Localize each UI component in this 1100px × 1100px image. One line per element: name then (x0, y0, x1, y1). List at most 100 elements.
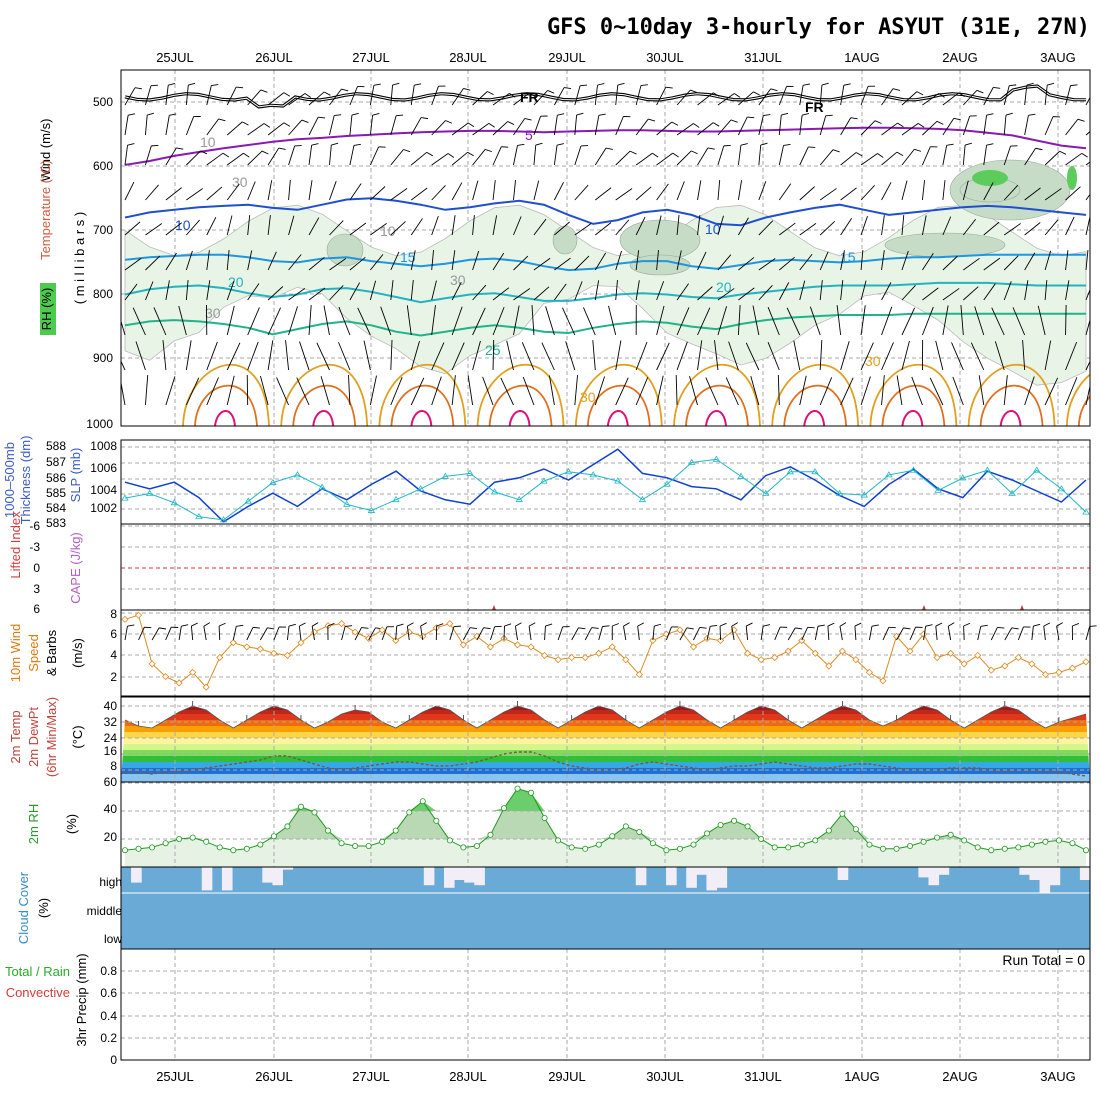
wind-barb (1037, 305, 1046, 336)
thickness-tick: 585 (46, 486, 66, 500)
wind-barb (779, 256, 795, 271)
wind-barb-flag (556, 143, 564, 146)
wind-barb (1003, 255, 1019, 271)
wind-barb (329, 181, 337, 201)
rh-point (135, 845, 142, 852)
cloud-high-gap (464, 867, 475, 883)
wind-barb (1044, 188, 1062, 201)
wind-barb (472, 91, 488, 106)
wind-barb (819, 251, 829, 271)
wind-barb (132, 307, 146, 336)
cloud-high-gap (423, 867, 435, 886)
temp-label: 2m Temp (8, 710, 23, 763)
cape-spike (922, 605, 926, 610)
rh-point (325, 827, 332, 834)
wind-barb (978, 375, 985, 406)
wind-speed-marker (486, 643, 495, 651)
wind-barb-flag (485, 149, 492, 153)
rh-point (609, 833, 616, 840)
wind-barb (273, 626, 280, 641)
wind-barb (665, 626, 672, 641)
wind-tick: 8 (110, 607, 117, 621)
wind-barb (799, 85, 804, 106)
wind-barb (226, 86, 237, 106)
wind-barb (635, 186, 652, 201)
isotherm-40-loop (606, 410, 629, 426)
wind-barb (963, 625, 965, 641)
wind-speed-marker (568, 653, 576, 662)
temp-color-band (121, 774, 1090, 782)
wind-barb (513, 216, 522, 236)
wind-barb-flag (1028, 113, 1036, 116)
thickness-marker (515, 495, 523, 503)
rh-point (812, 837, 819, 844)
wind-barb (185, 340, 192, 371)
temp-color-band (121, 714, 1090, 720)
wind-barb (232, 626, 237, 641)
wind-barb (554, 221, 570, 236)
wind-barb (329, 220, 344, 236)
thickness-tick: 587 (46, 455, 66, 469)
wind-barb (513, 118, 526, 136)
wind-barb (1085, 360, 1090, 371)
wind-barb (553, 87, 565, 106)
thickness-marker (490, 488, 499, 495)
wind-barb (679, 627, 688, 641)
wind-barb (349, 256, 366, 271)
wind-barb-flag (693, 123, 700, 128)
wind-barb (521, 342, 535, 371)
wind-barb (983, 115, 988, 136)
wind-barb (840, 341, 850, 371)
wind-barb-flag (617, 82, 625, 86)
wind-barb (145, 85, 152, 106)
wind-barb (745, 342, 760, 371)
wind-barb-flag (801, 113, 810, 116)
wind-barb (697, 286, 713, 301)
temp-color-band (121, 710, 1090, 714)
wind-barb (881, 122, 898, 136)
wind-barb (472, 307, 486, 336)
bottom-date-label: 26JUL (255, 1069, 293, 1084)
cloud-units-label: (%) (36, 898, 51, 918)
wind-barb (921, 215, 927, 236)
wind-barb (1044, 250, 1052, 271)
cloud-high-gap (444, 867, 455, 888)
wind-barb (410, 85, 415, 106)
wind-barb (714, 340, 719, 371)
wind-barb-flag (261, 150, 269, 155)
wind-speed-marker (1001, 662, 1009, 670)
wind-barb-flag (1005, 112, 1013, 116)
wind-barb (185, 250, 193, 271)
li-tick: 3 (33, 582, 40, 596)
wind-barb (574, 255, 590, 271)
wind-barb-flag (637, 622, 645, 627)
wind-barb-flag (483, 627, 491, 630)
wind-speed-marker (581, 653, 589, 662)
wind-barb (922, 93, 940, 106)
wind-barb-flag (963, 622, 971, 627)
wind-barb (472, 340, 481, 371)
wind-speed-marker (947, 649, 955, 657)
wind-barb (178, 626, 182, 641)
wind-barb-flag (1070, 84, 1078, 87)
thickness-marker (614, 477, 622, 484)
wind-barb (124, 626, 128, 641)
rh-point (961, 837, 968, 844)
wind-barb (571, 627, 579, 641)
wind-speed-marker (865, 668, 874, 676)
wind-barb (635, 250, 640, 271)
thickness-marker (638, 495, 647, 503)
wind-barb (226, 305, 235, 336)
wind-barb-flag (808, 146, 816, 148)
wind-speed-marker (527, 643, 535, 651)
wind-barb (472, 149, 486, 166)
cloud-high-gap (262, 867, 273, 883)
thickness-marker (367, 506, 376, 513)
wind-barb-flag (278, 147, 286, 150)
cloud-high-gap (272, 867, 283, 886)
wind-barb (296, 377, 310, 406)
wind-barb (533, 286, 550, 301)
rh-high-shade (1067, 166, 1077, 190)
wind-barb (492, 252, 505, 271)
